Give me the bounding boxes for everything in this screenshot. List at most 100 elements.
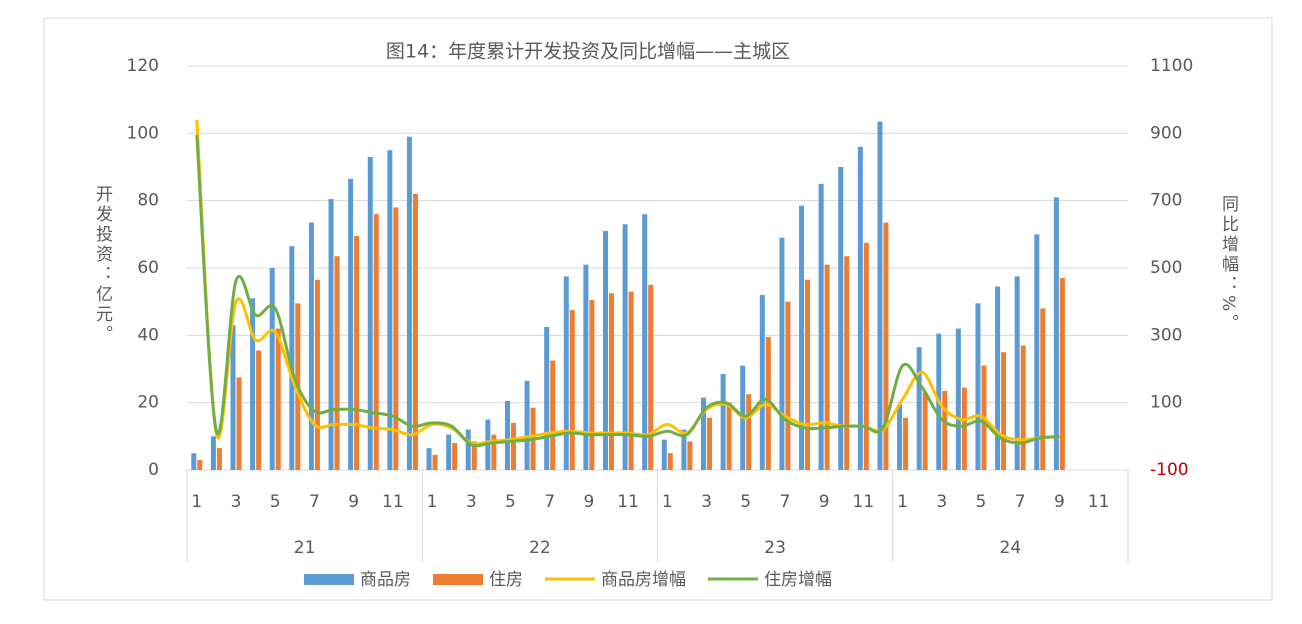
bar bbox=[289, 246, 295, 470]
x-tick-label: 9 bbox=[348, 492, 359, 512]
legend-swatch bbox=[304, 574, 354, 585]
bar bbox=[393, 207, 399, 470]
bar bbox=[824, 264, 830, 470]
legend-label: 住房 bbox=[489, 570, 523, 590]
bar bbox=[746, 394, 752, 470]
x-tick-label: 3 bbox=[936, 492, 947, 512]
bar bbox=[922, 392, 928, 470]
x-tick-label: 3 bbox=[231, 492, 242, 512]
bar bbox=[569, 310, 575, 470]
bar bbox=[720, 374, 726, 470]
bar bbox=[412, 193, 418, 470]
y2-tick-label: 700 bbox=[1150, 191, 1182, 211]
bar bbox=[648, 284, 654, 470]
x-tick-label: 11 bbox=[853, 492, 875, 512]
bar bbox=[903, 417, 909, 470]
bar bbox=[348, 178, 354, 471]
bar bbox=[334, 256, 340, 470]
bar bbox=[818, 183, 824, 471]
bar bbox=[838, 167, 844, 470]
bar bbox=[524, 380, 530, 470]
x-tick-label: 1 bbox=[662, 492, 673, 512]
y-tick-label: 20 bbox=[137, 393, 159, 413]
y2-tick-label: 1100 bbox=[1150, 56, 1193, 76]
y2-tick-label: 900 bbox=[1150, 123, 1182, 143]
y2-tick-label: -100 bbox=[1150, 460, 1189, 480]
group-label: 23 bbox=[764, 538, 786, 558]
bar bbox=[799, 205, 805, 470]
bar bbox=[608, 293, 614, 470]
x-tick-label: 7 bbox=[780, 492, 791, 512]
x-tick-label: 1 bbox=[191, 492, 202, 512]
bar bbox=[642, 214, 648, 470]
bar bbox=[256, 350, 262, 470]
bar bbox=[210, 436, 216, 470]
x-tick-label: 7 bbox=[309, 492, 320, 512]
bar bbox=[863, 242, 869, 470]
bar bbox=[995, 286, 1001, 470]
bar bbox=[250, 298, 256, 470]
bar bbox=[785, 301, 791, 470]
y-tick-label: 80 bbox=[137, 191, 159, 211]
line bbox=[195, 134, 1060, 448]
bar bbox=[314, 279, 320, 470]
bar bbox=[681, 429, 687, 470]
bar bbox=[406, 136, 412, 470]
bar bbox=[1001, 352, 1007, 470]
bar bbox=[942, 390, 948, 470]
x-tick-label: 9 bbox=[583, 492, 594, 512]
x-tick-label: 1 bbox=[427, 492, 438, 512]
bar bbox=[510, 422, 516, 470]
bar bbox=[354, 236, 360, 470]
bar bbox=[701, 397, 707, 470]
bar bbox=[583, 264, 589, 470]
y2-tick-label: 500 bbox=[1150, 258, 1182, 278]
x-tick-label: 11 bbox=[617, 492, 639, 512]
y-axis-title: 开发投资：亿元。 bbox=[92, 185, 113, 345]
legend-swatch bbox=[433, 574, 483, 585]
bar bbox=[779, 237, 785, 470]
bar bbox=[197, 459, 203, 470]
y-tick-label: 40 bbox=[137, 325, 159, 345]
bar bbox=[426, 448, 432, 470]
x-tick-label: 3 bbox=[466, 492, 477, 512]
bar bbox=[897, 404, 903, 470]
bar bbox=[759, 294, 765, 470]
y2-axis-title: 同比增幅：%。 bbox=[1218, 195, 1239, 334]
chart-title: 图14：年度累计开发投资及同比增幅——主城区 bbox=[386, 41, 790, 63]
bar bbox=[275, 328, 281, 470]
bar bbox=[916, 347, 922, 470]
bar bbox=[446, 434, 452, 470]
bar bbox=[667, 453, 673, 470]
legend-label: 商品房增幅 bbox=[601, 570, 686, 590]
legend-label: 商品房 bbox=[360, 570, 411, 590]
bar bbox=[471, 441, 477, 470]
bar bbox=[602, 230, 608, 470]
bar bbox=[191, 453, 197, 470]
x-tick-label: 5 bbox=[270, 492, 281, 512]
bar bbox=[661, 439, 667, 470]
x-tick-label: 9 bbox=[1054, 492, 1065, 512]
bar bbox=[236, 377, 242, 470]
bar bbox=[387, 150, 393, 470]
x-tick-label: 7 bbox=[544, 492, 555, 512]
bar bbox=[628, 291, 634, 470]
x-tick-label: 5 bbox=[976, 492, 987, 512]
bar bbox=[269, 268, 275, 470]
x-tick-label: 11 bbox=[1088, 492, 1110, 512]
legend-label: 住房增幅 bbox=[764, 570, 832, 590]
bar bbox=[432, 454, 438, 470]
bar bbox=[687, 441, 693, 470]
line bbox=[195, 119, 1060, 446]
group-label: 21 bbox=[294, 538, 316, 558]
bar bbox=[1020, 345, 1026, 470]
x-tick-label: 7 bbox=[1015, 492, 1026, 512]
group-label: 22 bbox=[529, 538, 551, 558]
x-tick-label: 1 bbox=[897, 492, 908, 512]
bar bbox=[805, 279, 811, 470]
bar bbox=[844, 256, 850, 470]
y-tick-label: 120 bbox=[127, 56, 159, 76]
y-tick-label: 100 bbox=[127, 123, 159, 143]
y2-tick-label: 300 bbox=[1150, 325, 1182, 345]
